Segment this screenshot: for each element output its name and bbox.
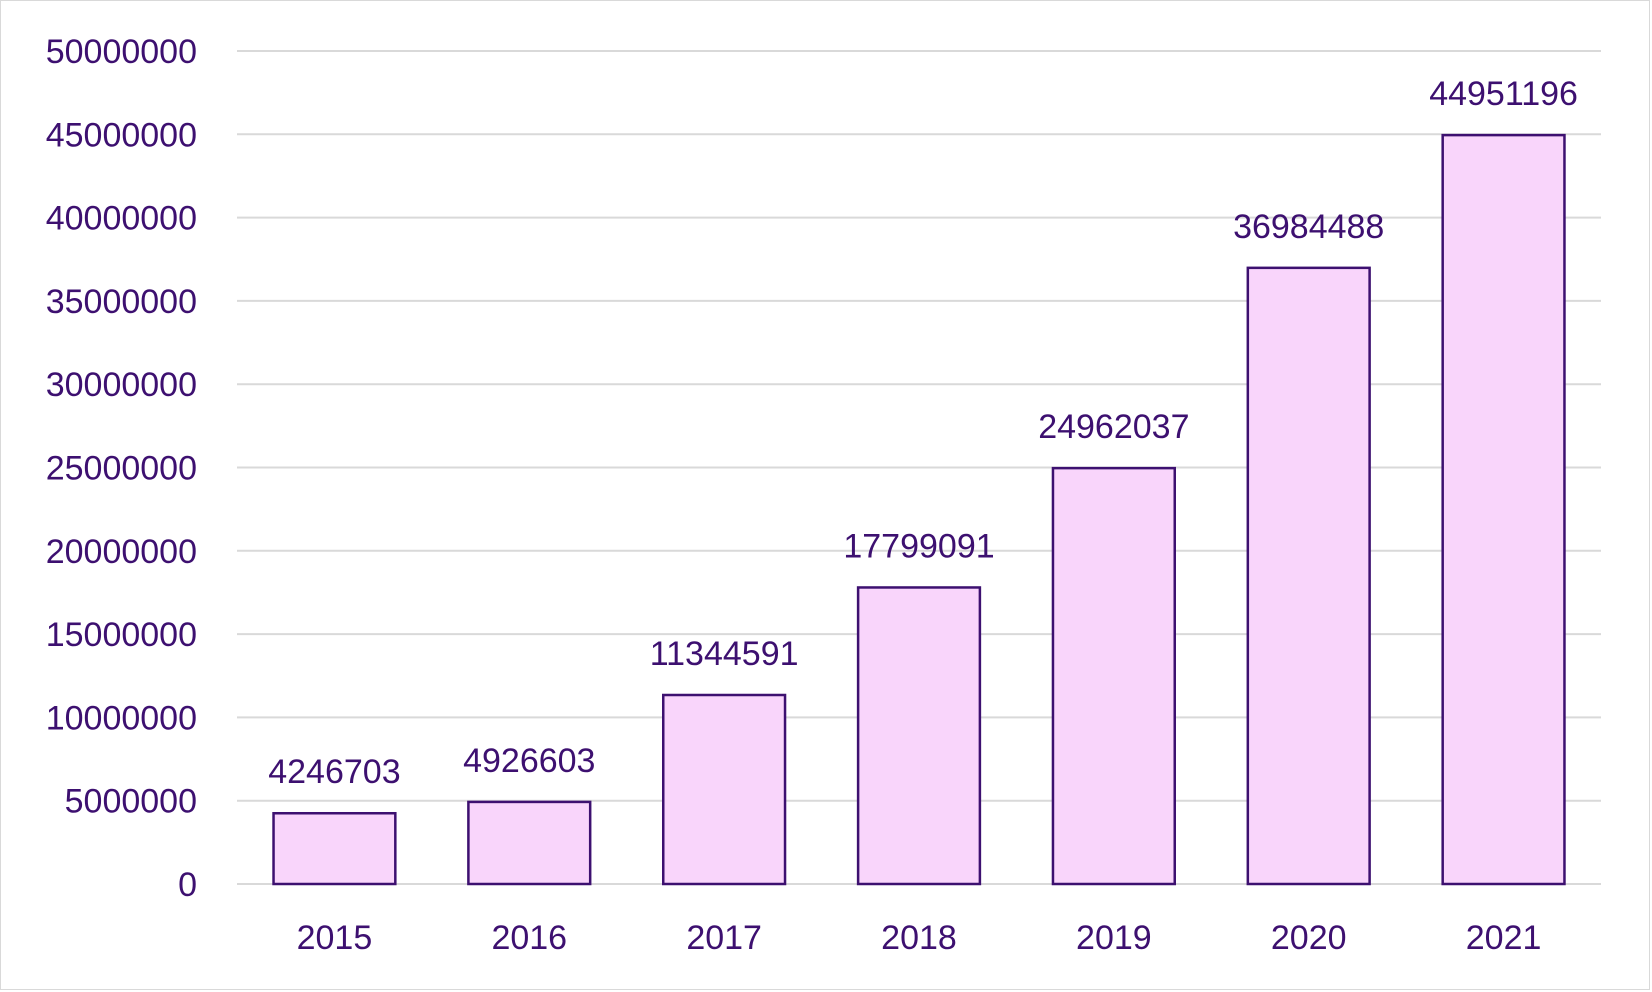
x-category-label: 2017 xyxy=(686,919,762,957)
y-tick-label: 10000000 xyxy=(46,699,197,737)
data-label: 44951196 xyxy=(1429,75,1578,113)
y-axis-tick-labels: 0 5000000 10000000 15000000 20000000 25000000… xyxy=(46,33,197,904)
y-tick-label: 50000000 xyxy=(46,33,197,71)
bar xyxy=(1051,466,1176,886)
x-category-label: 2015 xyxy=(297,919,373,957)
x-category-label: 2020 xyxy=(1271,919,1347,957)
data-label: 17799091 xyxy=(843,527,994,565)
data-labels: 4246703 4926603 11344591 17799091 24962037 36… xyxy=(268,75,1578,791)
y-tick-label: 15000000 xyxy=(46,616,197,654)
bar xyxy=(1441,133,1566,886)
data-label: 11344591 xyxy=(650,635,799,673)
y-tick-label: 40000000 xyxy=(46,200,197,238)
bar xyxy=(467,800,592,886)
bar xyxy=(272,811,397,886)
gridlines xyxy=(237,50,1601,885)
y-tick-label: 0 xyxy=(178,866,197,904)
y-tick-label: 45000000 xyxy=(46,116,197,154)
x-category-label: 2018 xyxy=(881,919,957,957)
data-label: 36984488 xyxy=(1233,208,1384,246)
y-tick-label: 20000000 xyxy=(46,533,197,571)
x-category-label: 2021 xyxy=(1466,919,1542,957)
bar xyxy=(1246,266,1371,886)
y-tick-label: 35000000 xyxy=(46,283,197,321)
x-category-label: 2016 xyxy=(491,919,567,957)
data-label: 4926603 xyxy=(463,742,595,780)
bar xyxy=(856,586,982,886)
x-axis-category-labels: 2015 2016 2017 2018 2019 2020 2021 xyxy=(297,919,1542,957)
y-tick-label: 30000000 xyxy=(46,366,197,404)
data-label: 24962037 xyxy=(1038,408,1189,446)
y-tick-label: 5000000 xyxy=(65,783,197,821)
y-tick-label: 25000000 xyxy=(46,450,197,488)
x-category-label: 2019 xyxy=(1076,919,1152,957)
bars xyxy=(272,133,1566,886)
data-label: 4246703 xyxy=(268,753,400,791)
bar xyxy=(662,693,787,886)
